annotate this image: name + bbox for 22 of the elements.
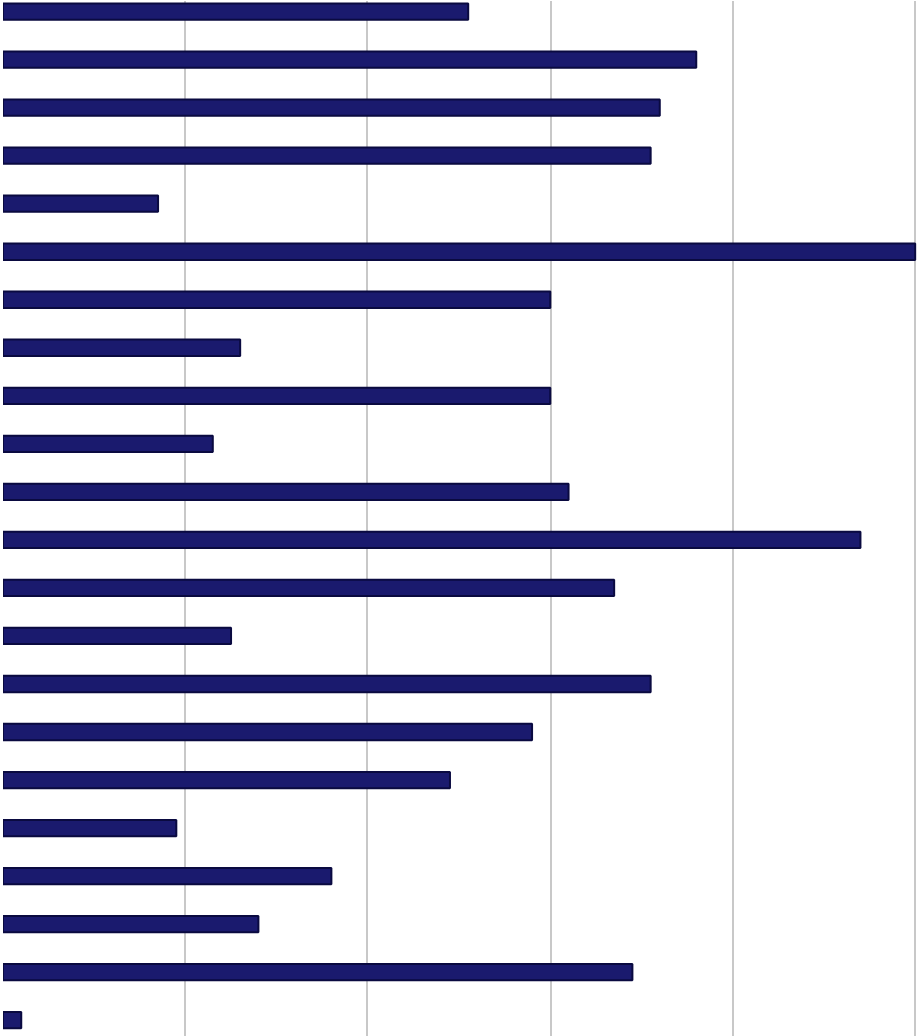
bar [3, 146, 652, 165]
bar [3, 578, 616, 598]
bar [3, 866, 333, 886]
bar [3, 50, 698, 69]
bar [3, 914, 260, 934]
bar [3, 1011, 23, 1030]
bar [3, 338, 242, 357]
bar [3, 770, 451, 790]
bar [3, 434, 214, 453]
bar [3, 818, 178, 838]
bar [3, 674, 652, 694]
bar [3, 98, 661, 117]
bar [3, 482, 570, 502]
bar [3, 194, 160, 213]
bar [3, 242, 917, 261]
bar [3, 386, 552, 405]
bar [3, 962, 634, 982]
bar [3, 722, 534, 742]
bar [3, 530, 862, 550]
bar [3, 2, 470, 21]
bar [3, 290, 552, 309]
bar [3, 626, 233, 646]
